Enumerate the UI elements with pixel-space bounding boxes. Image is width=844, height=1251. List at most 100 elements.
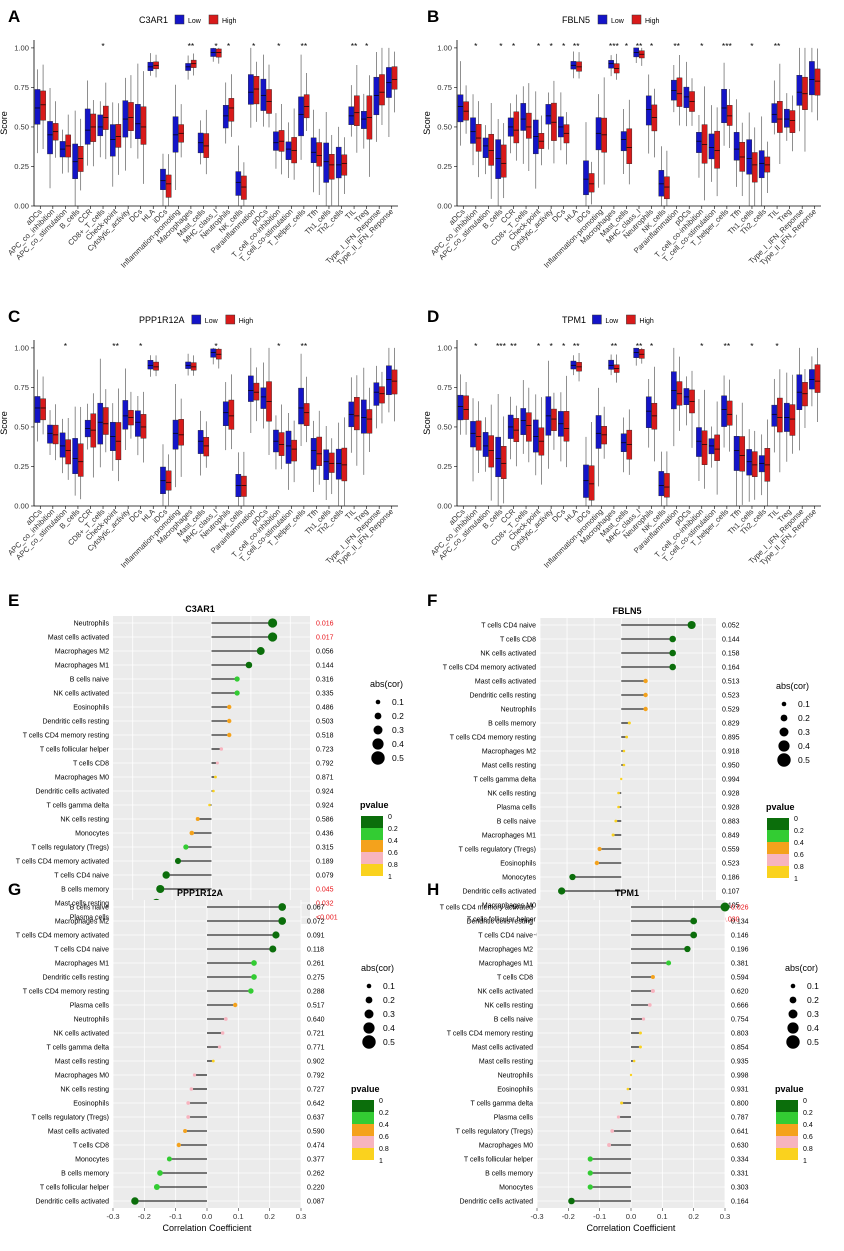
p-value: 0.994 (722, 777, 740, 784)
panel-label: C (8, 307, 20, 326)
box-low (645, 95, 652, 126)
significance-mark: *** (722, 41, 733, 51)
box-group-iDCs (160, 153, 172, 206)
p-value: 0.723 (316, 747, 334, 754)
p-value: 0.158 (722, 651, 740, 658)
box-low (47, 424, 53, 444)
box-high (764, 156, 771, 173)
lollipop-row: T cells CD4 memory resting 0.803 (447, 1031, 749, 1038)
p-value: <0.001 (316, 915, 338, 922)
box-low (608, 60, 614, 69)
box-high (354, 397, 360, 431)
significance-mark: *** (496, 341, 507, 351)
significance-mark: * (512, 41, 516, 51)
lollipop-dot (558, 887, 566, 895)
box-group-Type_I_IFN_Reponse (373, 47, 385, 142)
box-low (583, 464, 589, 498)
lollipop-row: Mast cells resting 0.935 (479, 1059, 749, 1066)
box-group-CD8+_T_cells (520, 380, 532, 463)
p-value: 0.727 (307, 1087, 325, 1094)
box-high (802, 382, 808, 407)
pvalue-legend-label: 0.6 (388, 850, 398, 857)
box-group-Macrophages (608, 354, 620, 383)
lollipop-row: Dendritic cells resting 0.134 (466, 917, 749, 926)
box-high (103, 407, 109, 435)
row-label: Dendritic cells activated (35, 789, 109, 796)
box-low (495, 139, 501, 179)
box-high (488, 435, 494, 468)
box-group-Cytolytic_activity (122, 368, 134, 451)
lollipop-dot (587, 1184, 593, 1190)
legend-low-swatch (597, 14, 608, 25)
lollipop-dot (157, 1170, 163, 1176)
box-low (708, 133, 715, 160)
size-legend-label: 0.3 (383, 1009, 395, 1019)
box-high (328, 452, 335, 473)
lollipop-row: Neutrophils 0.016 (74, 618, 334, 628)
lollipop-dot (131, 1197, 139, 1205)
significance-mark: * (700, 341, 704, 351)
box-high (475, 420, 482, 451)
row-label: T cells CD4 memory activated (440, 905, 533, 912)
box-high (639, 349, 645, 359)
box-group-T_helper_cells (298, 353, 310, 447)
significance-mark: * (214, 41, 218, 51)
pvalue-legend-swatch (352, 1148, 374, 1160)
box-group-DCs (135, 391, 147, 463)
row-label: T cells CD4 memory resting (447, 1031, 533, 1038)
panel-label: E (8, 591, 19, 610)
box-group-Check-point (532, 91, 545, 189)
box-high (714, 130, 720, 169)
size-legend-label: 0.3 (807, 1009, 819, 1019)
pvalue-legend-swatch (352, 1100, 374, 1112)
significance-mark: ** (636, 41, 643, 51)
box-group-iDCs (583, 422, 595, 506)
lollipop-row: T cells follicular helper 0.723 (40, 747, 334, 754)
pvalue-legend-title: pvalue (775, 1084, 804, 1094)
box-low (147, 360, 154, 370)
box-high (676, 77, 683, 107)
lollipop-row: Macrophages M0 0.871 (55, 775, 334, 782)
lollipop-row: T cells gamma delta 0.771 (46, 1045, 324, 1052)
box-high (701, 430, 708, 465)
significance-mark: * (474, 41, 478, 51)
lollipop-row: Dendritic cells resting 0.523 (469, 693, 739, 700)
box-group-APC_co_stimulation (482, 404, 494, 501)
box-group-Cytolytic_activity (545, 80, 557, 164)
box-high (140, 414, 147, 439)
row-label: T cells CD8 (497, 975, 533, 982)
box-group-Mast_cells (620, 99, 633, 185)
size-legend-dot (362, 1035, 376, 1049)
significance-mark: * (700, 41, 704, 51)
p-value: 0.196 (731, 947, 749, 954)
p-value: 0.079 (316, 873, 334, 880)
box-high (714, 434, 720, 461)
p-value: 0.164 (722, 665, 740, 672)
lollipop-dot (215, 761, 219, 765)
pvalue-legend-label: 0.6 (794, 852, 804, 859)
box-low (298, 96, 304, 137)
lollipop-dot (195, 817, 200, 821)
box-low (457, 394, 464, 421)
gene-title: C3AR1 (139, 15, 168, 25)
size-legend-title: abs(cor) (370, 679, 403, 689)
box-high (588, 465, 595, 501)
box-group-T_cell_co-inhibition (696, 86, 708, 201)
row-label: T cells regulatory (Tregs) (32, 1115, 109, 1122)
lollipop-dot (643, 692, 648, 698)
box-high (241, 475, 247, 497)
box-high (500, 446, 507, 479)
y-tick-label: 0.00 (14, 202, 29, 211)
lollipop-row: Macrophages M1 0.381 (479, 960, 749, 968)
row-label: B cells memory (488, 721, 536, 728)
box-group-aDCs (34, 64, 46, 154)
box-low (135, 410, 141, 437)
box-group-Type_II_IFN_Reponse (386, 47, 398, 138)
row-label: Mast cells activated (48, 1129, 109, 1136)
y-axis-title: Score (422, 411, 432, 435)
box-low (147, 61, 154, 71)
lollipop-row: T cells CD8 0.792 (73, 761, 334, 768)
box-group-Macrophages (185, 53, 197, 80)
size-legend-dot (365, 996, 373, 1004)
